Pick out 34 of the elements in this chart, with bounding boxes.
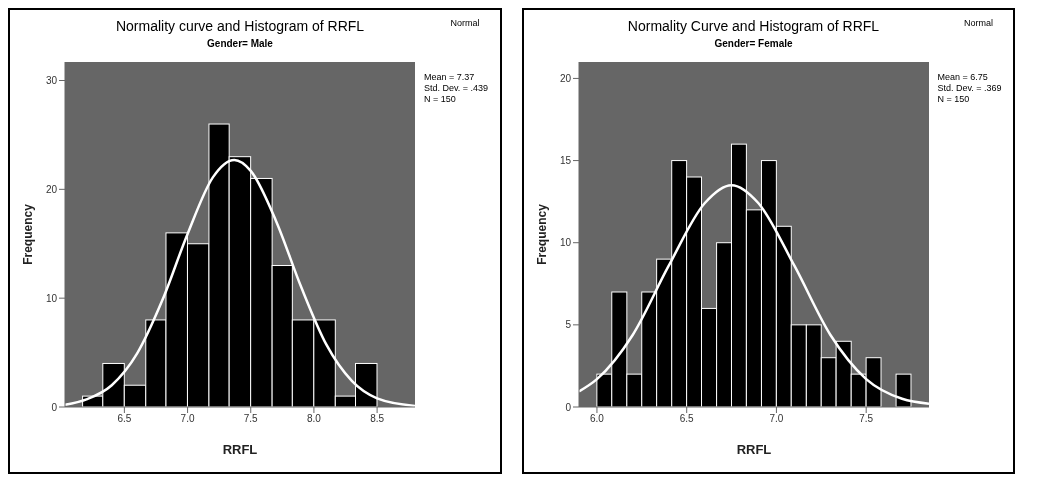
x-tick-label: 7.0 [768,413,784,425]
x-axis-title: RRFL [736,442,771,457]
chart-subtitle: Gender= Male [206,38,274,49]
text: Mean = 6.75 [937,72,989,83]
x-tick-label: 6.0 [589,413,604,425]
x-tick-label: 7.5 [858,413,874,425]
x-tick-label: 6.5 [679,413,694,425]
chart-title: Normality curve and Histogram of RRFL [114,18,366,34]
x-tick-label: 8.0 [306,413,322,425]
y-tick-label: 0 [564,401,571,413]
x-tick-label: 7.5 [243,413,259,425]
y-tick-label: 30 [45,75,58,87]
y-tick-label: 5 [564,319,571,331]
y-tick-label: 15 [559,155,571,167]
x-tick-label: 7.0 [180,413,195,425]
y-tick-label: 10 [559,237,571,249]
y-tick-label: 20 [559,72,571,84]
y-axis-title: Frequency [534,203,549,265]
text: N = 150 [937,94,971,105]
text: Std. Dev. = .439 [424,83,489,94]
y-tick-label: 20 [45,183,58,195]
x-axis-title: RRFL [222,442,258,457]
y-axis-title: Frequency [21,203,36,265]
chart-subtitle: Gender= Female [713,38,794,49]
text: Normal [963,18,993,28]
text: Normal [450,18,480,28]
y-tick-label: 0 [51,401,58,413]
x-tick-label: 6.5 [117,413,132,425]
y-tick-label: 10 [45,292,58,304]
text: Mean = 7.37 [424,72,476,83]
text: Std. Dev. = .369 [937,83,1002,94]
x-tick-label: 8.5 [370,413,385,425]
text: N = 150 [424,94,457,105]
chart-title: Normality Curve and Histogram of RRFL [626,18,881,34]
